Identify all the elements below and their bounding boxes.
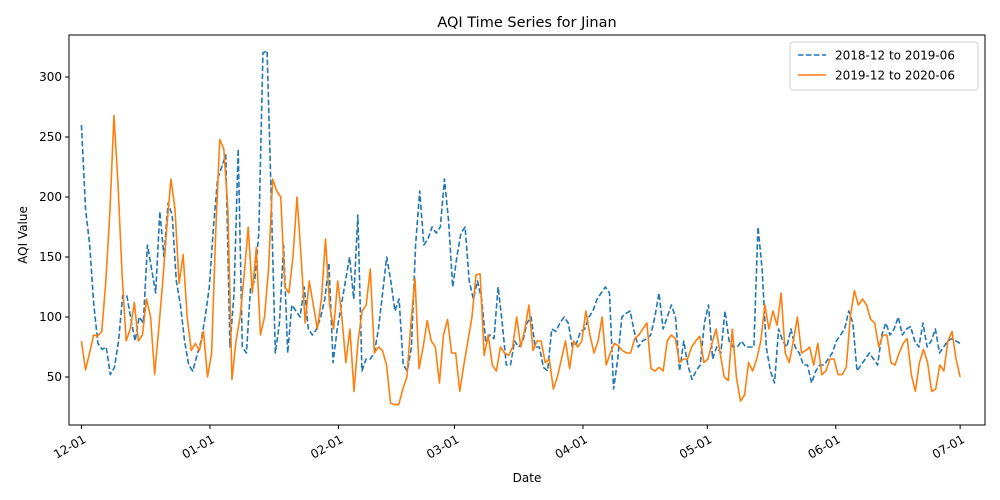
- y-tick-label: 200: [39, 190, 62, 204]
- y-tick-label: 300: [39, 70, 62, 84]
- y-tick-label: 50: [47, 370, 62, 384]
- x-axis-title: Date: [513, 471, 542, 485]
- legend-box: [789, 41, 979, 91]
- y-tick-label: 150: [39, 250, 62, 264]
- axes-frame: [68, 34, 986, 426]
- y-axis-title: AQI Value: [16, 206, 30, 264]
- legend-label-1: 2018-12 to 2019-06: [835, 49, 955, 63]
- chart-title: AQI Time Series for Jinan: [437, 15, 616, 31]
- y-tick-label: 100: [39, 310, 62, 324]
- legend-label-2: 2019-12 to 2020-06: [835, 69, 955, 83]
- series-line-2: [80, 114, 961, 406]
- y-tick-label: 250: [39, 130, 62, 144]
